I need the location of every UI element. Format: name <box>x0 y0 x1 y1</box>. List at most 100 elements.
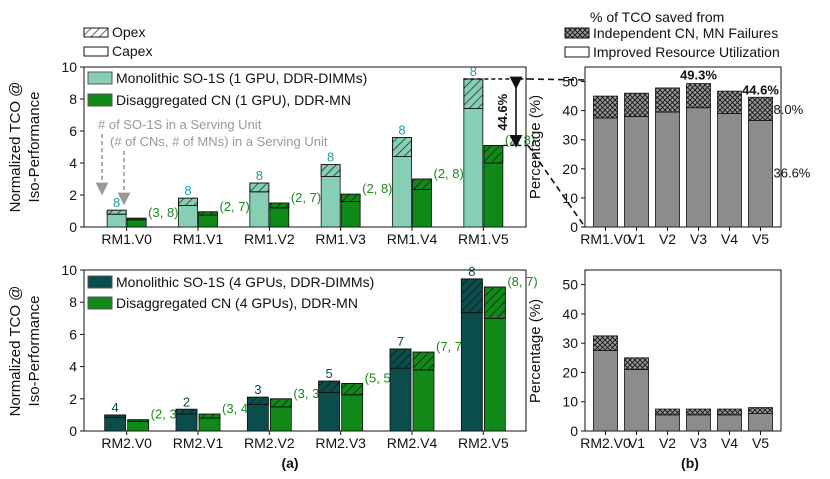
independent-failures-bar <box>655 408 680 416</box>
x-tick-label: V5 <box>752 231 769 247</box>
y-tick-label: 20 <box>562 161 578 177</box>
disagg-capex-bar <box>412 188 432 228</box>
plot-frame <box>584 66 782 228</box>
mono-capex-bar <box>460 312 483 432</box>
x-tick-label: V2 <box>659 231 676 247</box>
independent-failures-bar <box>655 87 680 113</box>
x-tick-label: RM2.V0 <box>101 435 152 451</box>
improved-utilization-bar <box>593 350 618 432</box>
disagg-count-label: (8, 7) <box>507 274 537 289</box>
disagg-capex-bar <box>483 162 504 228</box>
disagg-legend-label: Disaggregated CN (4 GPUs), DDR-MN <box>116 295 358 311</box>
disagg-capex-bar <box>412 369 435 432</box>
disagg-swatch <box>87 93 113 107</box>
mono-capex-bar <box>246 404 269 432</box>
improved-swatch <box>564 46 590 58</box>
improved-utilization-bar <box>624 369 649 432</box>
mono-count-label: 8 <box>184 183 191 198</box>
value-label-improved: 36.6% <box>774 166 811 181</box>
independent-failures-bar <box>748 96 773 121</box>
y-tick-label: 0 <box>570 219 578 235</box>
mono-capex-bar <box>104 416 127 432</box>
mono-capex-bar <box>318 391 341 432</box>
improved-utilization-bar <box>624 116 649 228</box>
value-label-v3: 49.3% <box>680 68 717 83</box>
x-tick-label: RM1.V4 <box>387 231 438 247</box>
independent-failures-bar <box>593 95 618 119</box>
x-tick-label: RM1.V0 <box>580 231 631 247</box>
chart-top-left: 0 2 4 6 8 10 8 (3, 8) 8 (2, 7) 8 (2, 7) 8 (2, 8) 8 (2,… <box>7 59 535 247</box>
improved-utilization-bar <box>717 113 742 228</box>
mono-capex-bar <box>392 156 412 228</box>
x-tick-label: RM2.V3 <box>315 435 366 451</box>
independent-failures-bar <box>686 83 711 109</box>
mono-count-label: 8 <box>470 64 477 79</box>
disagg-capex-bar <box>341 394 364 432</box>
y-tick-label: 4 <box>69 155 77 171</box>
independent-legend-label: Independent CN, MN Failures <box>593 25 778 41</box>
mono-swatch <box>87 275 113 289</box>
y-tick-label: 50 <box>562 277 578 293</box>
independent-failures-bar <box>593 335 618 351</box>
plot-frame <box>83 269 527 432</box>
y-tick-label: 50 <box>562 74 578 90</box>
x-tick-label: RM2.V5 <box>458 435 509 451</box>
disagg-count-label: (2, 8) <box>362 181 392 196</box>
mono-opex-hatch <box>246 396 269 405</box>
zoom-connector-bottom <box>527 144 586 228</box>
mono-capex-bar <box>175 413 198 432</box>
x-tick-label: V4 <box>721 231 738 247</box>
y-tick-label: 4 <box>69 359 77 375</box>
disagg-opex-hatch <box>127 419 150 422</box>
zoom-connectors <box>527 78 586 228</box>
disagg-capex-bar <box>269 207 290 228</box>
plot-frame <box>584 269 782 432</box>
mono-capex-bar <box>178 204 198 228</box>
y-tick-label: 40 <box>562 306 578 322</box>
right-legend-title: % of TCO saved from <box>590 9 724 25</box>
panel-label-b: (b) <box>681 455 699 471</box>
improved-utilization-bar <box>655 414 680 432</box>
disagg-opex-hatch <box>483 144 504 164</box>
savings-bracket <box>463 76 528 148</box>
x-tick-label: V2 <box>659 435 676 451</box>
independent-swatch <box>564 27 590 39</box>
x-tick-label: V1 <box>628 435 645 451</box>
disagg-capex-bar <box>126 219 147 228</box>
disagg-opex-hatch <box>126 217 147 221</box>
disagg-capex-bar <box>127 420 150 432</box>
disagg-count-label: (3, 3) <box>293 386 323 401</box>
mono-count-label: 8 <box>327 150 334 165</box>
x-tick-label: V4 <box>721 435 738 451</box>
y-tick-label: 10 <box>562 190 578 206</box>
disagg-opex-hatch <box>412 351 435 371</box>
disagg-capex-bar <box>198 417 221 432</box>
x-tick-label: RM1.V2 <box>244 231 295 247</box>
disagg-count-label: (5, 5) <box>365 371 395 386</box>
disagg-opex-hatch <box>483 286 506 319</box>
mono-count-label: 2 <box>183 394 190 409</box>
x-tick-label: RM2.V1 <box>173 435 224 451</box>
x-tick-label: V3 <box>690 231 707 247</box>
improved-utilization-bar <box>717 414 742 432</box>
disagg-opex-hatch <box>412 178 432 190</box>
annotation-so1s: # of SO-1S in a Serving Unit <box>98 117 262 132</box>
y-tick-label: 30 <box>562 335 578 351</box>
mono-count-label: 3 <box>254 382 261 397</box>
y-tick-label: 40 <box>562 103 578 119</box>
y-tick-label: 0 <box>570 423 578 439</box>
mono-opex-hatch <box>389 348 412 369</box>
y-tick-label: 6 <box>69 123 77 139</box>
mono-count-label: 8 <box>398 122 405 137</box>
disagg-count-label: (7, 7) <box>436 339 466 354</box>
disagg-count-label: (2, 7) <box>220 199 250 214</box>
disagg-count-label: (2, 3) <box>151 407 181 422</box>
disagg-count-label: (2, 7) <box>291 190 321 205</box>
y-axis-label-line-2: Iso-Performance <box>26 296 43 407</box>
independent-failures-bar <box>624 92 649 117</box>
disagg-swatch <box>87 296 113 310</box>
annotation-cn-mn: (# of CNs, # of MNs) in a Serving Unit <box>110 134 328 149</box>
x-tick-label: V5 <box>752 435 769 451</box>
